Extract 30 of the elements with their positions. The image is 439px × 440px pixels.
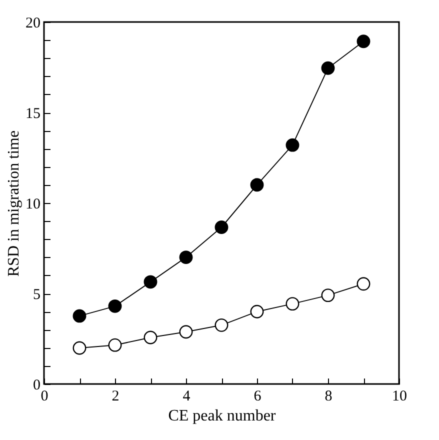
y-tick-label: 15 — [26, 106, 40, 122]
point — [214, 220, 228, 234]
point — [286, 297, 300, 311]
x-tick-label: 6 — [254, 388, 262, 404]
point — [144, 330, 158, 344]
point — [356, 34, 370, 48]
point — [179, 325, 193, 339]
x-axis-title: CE peak number — [168, 408, 276, 424]
point — [250, 178, 264, 192]
point — [250, 304, 264, 318]
point — [108, 299, 122, 313]
y-tick-label: 5 — [33, 287, 40, 303]
point — [72, 309, 86, 323]
x-tick-label: 2 — [112, 388, 120, 404]
point — [214, 318, 228, 332]
point — [144, 275, 158, 289]
point — [356, 277, 370, 291]
y-tick-label: 0 — [33, 378, 40, 394]
x-tick-label: 4 — [182, 388, 191, 404]
point — [72, 341, 86, 355]
point — [321, 61, 335, 75]
point — [321, 288, 335, 302]
point — [108, 338, 122, 352]
point — [286, 138, 300, 152]
y-tick-label: 20 — [26, 16, 40, 32]
x-tick-label: 10 — [392, 388, 407, 404]
x-tick-label: 8 — [324, 388, 332, 404]
point — [179, 250, 193, 264]
y-tick-label: 10 — [26, 196, 40, 212]
y-axis-title: RSD in migration time — [6, 130, 22, 277]
